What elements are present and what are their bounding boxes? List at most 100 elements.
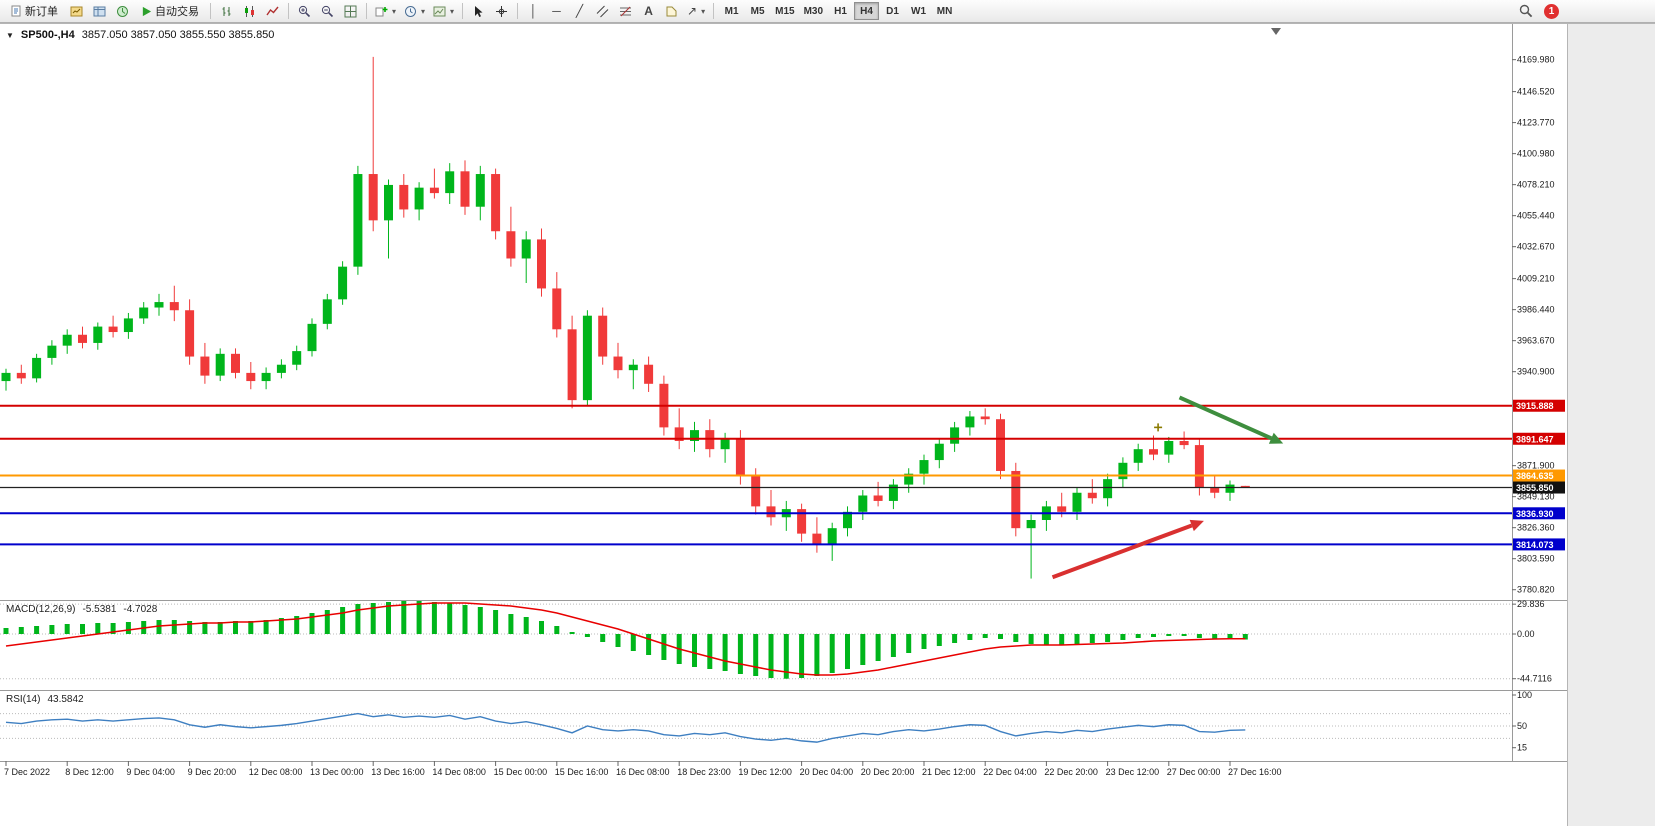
price-badge-label: 3891.647 <box>1516 434 1554 444</box>
macd-bar <box>125 622 131 634</box>
market-watch-button[interactable] <box>66 2 87 21</box>
price-tick-label: 3803.590 <box>1517 554 1555 564</box>
macd-bar <box>737 634 743 674</box>
periods-button[interactable]: ▾ <box>401 2 428 21</box>
vertical-line-button[interactable]: │ <box>523 2 544 21</box>
navigator-button[interactable] <box>112 2 133 21</box>
macd-bar <box>309 613 315 634</box>
chart-shift-marker[interactable] <box>1271 28 1281 35</box>
candle <box>1 372 11 382</box>
time-label: 18 Dec 23:00 <box>677 767 731 777</box>
toolbar-separator <box>288 3 289 19</box>
line-chart-icon <box>266 6 279 15</box>
search-icon <box>1519 4 1532 18</box>
timeframe-M30[interactable]: M30 <box>800 2 827 20</box>
price-tick-label: 3826.360 <box>1517 523 1555 533</box>
macd-bar <box>1043 634 1049 645</box>
data-window-button[interactable] <box>89 2 110 21</box>
zoom-out-button[interactable] <box>317 2 338 21</box>
bar-chart-button[interactable] <box>216 2 237 21</box>
new-chart-button[interactable]: ▾ <box>372 2 399 21</box>
horizontal-lines[interactable] <box>0 404 1512 546</box>
new-order-button[interactable]: 新订单 <box>4 2 64 21</box>
price-tick-label: 4100.980 <box>1517 149 1555 159</box>
candle <box>598 315 608 357</box>
macd-bar <box>171 620 177 634</box>
annotations[interactable] <box>1051 395 1284 580</box>
timeframe-M5[interactable]: M5 <box>745 2 770 20</box>
macd-bar <box>217 622 223 634</box>
candlestick-chart-icon <box>245 5 254 17</box>
cursor-button[interactable] <box>468 2 489 21</box>
cursor-icon <box>475 5 483 17</box>
candlestick-chart-button[interactable] <box>239 2 260 21</box>
fibonacci-icon <box>620 6 632 16</box>
timeframe-W1[interactable]: W1 <box>906 2 931 20</box>
toolbar-separator <box>366 3 367 19</box>
time-label: 15 Dec 00:00 <box>494 767 548 777</box>
timeframe-H1[interactable]: H1 <box>828 2 853 20</box>
candle <box>1194 445 1204 488</box>
green-down-arrow[interactable] <box>1178 395 1273 441</box>
macd-header: MACD(12,26,9) -5.5381 -4.7028 <box>6 604 157 615</box>
macd-bar <box>799 634 805 678</box>
timeframe-D1[interactable]: D1 <box>880 2 905 20</box>
arrows-button[interactable]: ↗ ▾ <box>684 2 708 21</box>
candle <box>429 187 439 194</box>
macd-label: MACD(12,26,9) <box>6 604 76 615</box>
horizontal-line-button[interactable]: ─ <box>546 2 567 21</box>
macd-signal-line <box>5 602 1246 676</box>
candle <box>521 239 531 259</box>
timeframe-MN[interactable]: MN <box>932 2 957 20</box>
zoom-in-button[interactable] <box>294 2 315 21</box>
fibonacci-button[interactable] <box>615 2 636 21</box>
notification-badge[interactable]: 1 <box>1544 3 1559 19</box>
chart-window: 4169.980 4146.520 4123.770 4100.980 4078.210… <box>0 23 1655 826</box>
timeframe-M1[interactable]: M1 <box>719 2 744 20</box>
macd-bar <box>523 617 529 634</box>
candle <box>246 372 256 382</box>
macd-bar <box>263 620 269 634</box>
candle <box>843 511 852 529</box>
label-button[interactable] <box>661 2 682 21</box>
price-tick-label: 3940.900 <box>1517 367 1555 377</box>
horizontal-line-icon: ─ <box>552 4 561 18</box>
candle <box>1057 506 1067 512</box>
channel-button[interactable] <box>592 2 613 21</box>
macd-bar <box>845 634 850 669</box>
timeframe-H4[interactable]: H4 <box>854 2 880 20</box>
tile-windows-button[interactable] <box>340 2 361 21</box>
candle <box>1072 492 1082 512</box>
time-label: 20 Dec 20:00 <box>861 767 915 777</box>
macd-bar <box>49 625 55 634</box>
price-axis[interactable]: 4169.980 4146.520 4123.770 4100.980 4078.210… <box>1512 55 1555 595</box>
price-badge <box>1513 399 1565 412</box>
timeframe-M15[interactable]: M15 <box>771 2 798 20</box>
collapse-triangle-icon[interactable]: ▼ <box>6 30 14 40</box>
crosshair-button[interactable] <box>491 2 512 21</box>
autotrading-button[interactable]: 自动交易 <box>135 2 205 21</box>
macd-bar <box>1181 634 1187 636</box>
price-badges: 3915.888 3891.647 3864.635 3836.930 3814.073… <box>1513 399 1565 551</box>
trendline-button[interactable]: ╱ <box>569 2 590 21</box>
red-up-arrow[interactable] <box>1051 523 1193 580</box>
text-button[interactable]: A <box>638 2 659 21</box>
price-chart-canvas[interactable]: 4169.980 4146.520 4123.770 4100.980 4078.210… <box>0 23 1655 826</box>
macd-bar <box>340 607 346 634</box>
candle <box>32 357 42 379</box>
search-button[interactable] <box>1515 2 1536 21</box>
candle <box>338 266 348 300</box>
macd-bar <box>707 634 713 669</box>
candle <box>1118 462 1128 480</box>
text-icon: A <box>644 4 653 18</box>
chart-frame <box>0 23 1655 826</box>
candle <box>766 506 776 518</box>
line-chart-button[interactable] <box>262 2 283 21</box>
time-label: 27 Dec 00:00 <box>1167 767 1221 777</box>
rsi-tick-label: 100 <box>1517 690 1532 700</box>
candle <box>567 329 577 401</box>
time-axis[interactable]: 7 Dec 2022 8 Dec 12:00 9 Dec 04:00 9 Dec 20… <box>4 761 1282 777</box>
templates-button[interactable]: ▾ <box>430 2 457 21</box>
label-icon <box>666 6 677 16</box>
